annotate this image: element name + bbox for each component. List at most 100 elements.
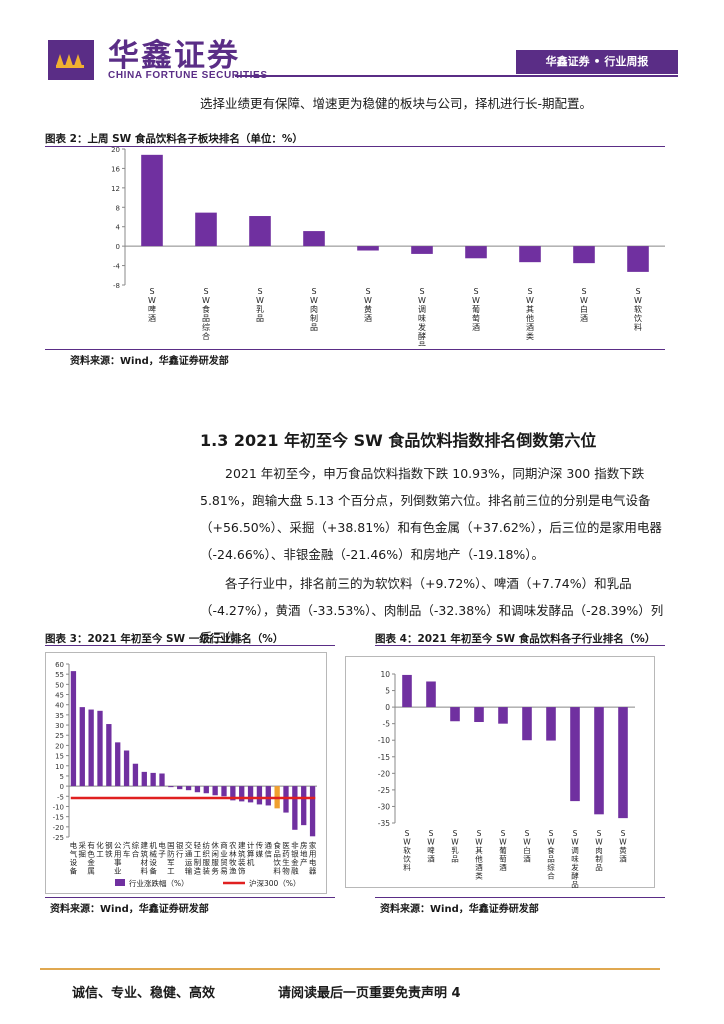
y-tick-label: 8 [116,204,120,212]
logo-subtitle: CHINA FORTUNE SECURITIES [108,70,268,81]
figure-4-source: 资料来源：Wind，华鑫证券研发部 [380,904,539,915]
bar [230,786,236,801]
category-label: 电子 [158,840,166,859]
category-label: 建筑装饰 [238,840,246,876]
figure-2-divider [45,146,665,147]
y-tick-label: -8 [113,282,120,290]
bar [618,707,628,819]
figure-3-bottom-divider [45,897,335,898]
bar [426,681,436,708]
chart-axis: -8 -4 0 4 8 12 16 20 [111,146,665,290]
footer-motto: 诚信、专业、稳健、高效 [72,986,216,1001]
footer-disclaimer: 请阅读最后一页重要免责声明 4 [278,986,461,1001]
y-tick-label: 45 [55,692,64,700]
category-label: 化工 [96,840,104,859]
category-label: 电气设备 [70,840,78,876]
y-tick-label: 16 [111,165,120,173]
category-label: S W 其他酒类 [475,829,483,881]
y-tick-label: -15 [378,753,390,762]
report-type-band: 华鑫证券 • 行业周报 [516,50,678,74]
figure-2-source: 资料来源：Wind，华鑫证券研发部 [70,356,229,367]
y-tick-label: 20 [111,146,120,154]
section-paragraph-2: 各子行业中，排名前三的为软饮料（+9.72%）、啤酒（+7.74%）和乳品（-4… [200,576,664,645]
category-label: 公用事业 [114,841,122,876]
category-label: 家用电器 [309,840,317,876]
bar [150,772,156,787]
category-label: 综合 [132,840,140,859]
logo-text: 华鑫证券 [108,38,240,74]
bar [256,786,263,805]
chart-legend: 行业涨跌幅（%） 沪深300（%） [115,878,300,888]
category-label: S W 食品综合 [202,287,210,341]
bar [239,786,245,802]
figure-2-chart: -8 -4 0 4 8 12 16 20 S W 啤酒 S W 食品综合 S W 乳品 S W 肉制品 S W 黄酒 S W 调… [111,146,665,346]
bar [141,771,147,787]
bar [465,246,487,259]
bar [522,707,532,741]
bar [265,786,271,806]
category-label: S W 调味发酵品 [418,287,426,346]
y-tick-label: -35 [378,819,390,828]
section-paragraph-1: 2021 年初至今，申万食品饮料指数下跌 10.93%，同期沪深 300 指数下… [200,466,662,562]
y-tick-label: 10 [55,763,64,771]
category-label: S W 白酒 [580,287,588,323]
category-label: 钢铁 [105,840,113,859]
category-label: 食品饮料 [273,840,281,876]
category-label: 纺织服装 [203,840,211,876]
bar [594,707,604,815]
bar [97,710,103,787]
y-tick-label: -25 [53,834,64,842]
bar [70,671,77,787]
legend-label-benchmark: 沪深300（%） [249,878,300,888]
chart-bars [70,671,316,837]
category-label: S W 乳品 [256,287,264,323]
bar [168,786,174,788]
y-tick-label: 0 [60,783,64,791]
category-label: 国防军工 [167,841,175,876]
y-tick-label: -5 [57,793,64,801]
bar [519,246,541,263]
y-tick-label: 5 [385,687,390,696]
y-tick-label: 40 [55,702,64,710]
bar [79,707,85,787]
chart-axis: -25 -20 -15 -10 -5 0 5 10 15 20 25 30 35 40 45 50 55 60 [53,661,317,842]
category-label: S W 葡萄酒 [499,829,507,872]
chart-bars [141,154,649,272]
legend-label-industry: 行业涨跌幅（%） [129,878,189,888]
bar [627,246,649,272]
figure-3-title: 图表 3：2021 年初至今 SW 一级行业排名（%） [45,633,284,645]
category-label: 机械设备 [149,840,157,876]
chart-bars [402,674,628,819]
category-label: 休闲服务 [211,840,219,876]
category-label: 有色金属 [87,840,95,876]
bar [301,786,307,826]
figure-2-title: 图表 2：上周 SW 食品饮料各子板块排名（单位：%） [45,133,303,145]
category-label: 交通运输 [185,840,193,876]
category-label: S W 肉制品 [310,287,318,332]
y-tick-label: 4 [116,224,121,232]
category-label: S W 啤酒 [148,287,156,323]
bar [123,750,130,787]
bar [357,246,379,251]
bar [450,707,460,722]
figure-2-bottom-divider [45,349,665,350]
y-tick-label: 15 [55,753,64,761]
y-tick-label: 20 [55,742,64,750]
y-tick-label: 60 [55,661,64,669]
y-tick-label: 55 [55,671,64,679]
category-label: 房地产 [300,840,308,867]
category-label: S W 肉制品 [595,829,603,872]
category-label: S W 软饮料 [634,287,642,332]
company-logo-icon [48,40,94,80]
y-tick-label: -20 [378,769,390,778]
category-label: S W 乳品 [451,829,459,864]
y-tick-label: 35 [55,712,64,720]
category-label: 非银金融 [291,840,299,876]
category-label: S W 葡萄酒 [472,287,480,332]
y-tick-label: 0 [116,243,120,251]
chart-category-labels: S W 啤酒 S W 食品综合 S W 乳品 S W 肉制品 S W 黄酒 S W 调味发酵品 S W 葡萄酒 S W 其他酒… [148,287,642,346]
figure-4-divider [375,645,665,646]
y-tick-label: -20 [53,824,64,832]
figure-4-title: 图表 4：2021 年初至今 SW 食品饮料各子行业排名（%） [375,633,656,645]
